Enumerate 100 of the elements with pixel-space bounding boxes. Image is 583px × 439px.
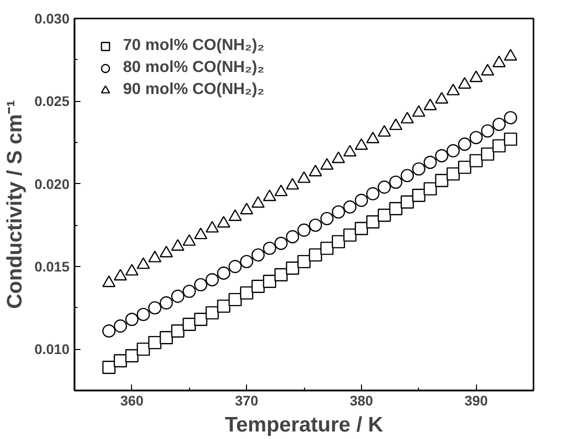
point [320, 158, 334, 170]
point [308, 164, 322, 176]
point [378, 125, 391, 137]
point [136, 342, 150, 356]
point [492, 56, 506, 68]
point [160, 330, 173, 344]
point [424, 182, 437, 196]
point [274, 184, 288, 196]
legend-label: 80 mol% CO(NH₂)₂ [123, 59, 264, 77]
point [240, 286, 254, 300]
point [435, 149, 448, 162]
x-tick-label: 390 [464, 392, 488, 408]
x-axis-title: Temperature / K [224, 414, 384, 436]
point [492, 139, 506, 152]
point [286, 178, 300, 190]
y-tick-label: 0.020 [34, 176, 70, 192]
point [114, 319, 127, 333]
point [366, 187, 380, 200]
point [412, 105, 426, 117]
point [160, 296, 173, 310]
y-axis-title: Conductivity / S cm⁻¹ [3, 100, 26, 309]
point [446, 144, 460, 158]
point [252, 248, 265, 262]
point [217, 216, 230, 228]
point [470, 154, 483, 168]
point [320, 212, 334, 226]
point [446, 84, 460, 96]
point [343, 200, 356, 214]
point [435, 174, 448, 188]
point [171, 290, 184, 303]
point [252, 280, 265, 293]
point [125, 349, 138, 362]
point [194, 228, 208, 240]
point [354, 138, 368, 150]
point [435, 92, 448, 104]
point [366, 132, 380, 144]
point [206, 273, 219, 286]
point [171, 324, 184, 338]
point [102, 324, 116, 338]
y-tick-label: 0.015 [34, 258, 70, 274]
point [114, 354, 127, 368]
point [262, 242, 276, 255]
point [125, 312, 138, 326]
point [389, 202, 402, 216]
point [343, 228, 356, 242]
point [308, 248, 322, 262]
point [389, 176, 402, 189]
point [102, 360, 116, 374]
point [458, 160, 472, 174]
point [274, 236, 288, 250]
point [136, 308, 150, 322]
point [182, 234, 196, 246]
point [194, 312, 208, 326]
point [504, 111, 518, 124]
point [412, 162, 426, 176]
point [286, 262, 300, 275]
point [481, 124, 494, 138]
point [400, 168, 414, 182]
point [148, 250, 162, 262]
point [262, 274, 276, 288]
point [424, 156, 437, 169]
point [240, 202, 254, 214]
point [389, 118, 402, 130]
point [262, 190, 276, 202]
point [378, 180, 391, 194]
point [343, 144, 356, 156]
point [182, 284, 196, 298]
point [446, 167, 460, 181]
point [206, 306, 219, 320]
point [332, 235, 346, 248]
point [286, 230, 300, 244]
point [354, 222, 368, 236]
point [470, 70, 483, 82]
point [458, 77, 472, 89]
point [148, 336, 162, 350]
point [297, 171, 311, 183]
point [481, 64, 494, 76]
point [308, 218, 322, 232]
point [182, 318, 196, 331]
point [332, 152, 346, 164]
point [252, 196, 265, 208]
y-tick-label: 0.025 [34, 93, 70, 110]
point [320, 242, 334, 255]
point [400, 195, 414, 209]
point [206, 220, 219, 233]
y-tick-label: 0.030 [34, 10, 70, 26]
point [481, 147, 494, 161]
point [424, 98, 437, 110]
point [354, 194, 368, 207]
point [297, 224, 311, 237]
point [366, 215, 380, 228]
point [125, 264, 138, 276]
point [492, 118, 506, 131]
legend-label: 70 mol% CO(NH₂)₂ [123, 37, 264, 55]
point [458, 138, 472, 151]
point [228, 209, 242, 221]
y-tick-label: 0.010 [34, 341, 70, 358]
x-tick-label: 370 [234, 392, 259, 408]
point [470, 130, 483, 144]
point [378, 208, 391, 222]
